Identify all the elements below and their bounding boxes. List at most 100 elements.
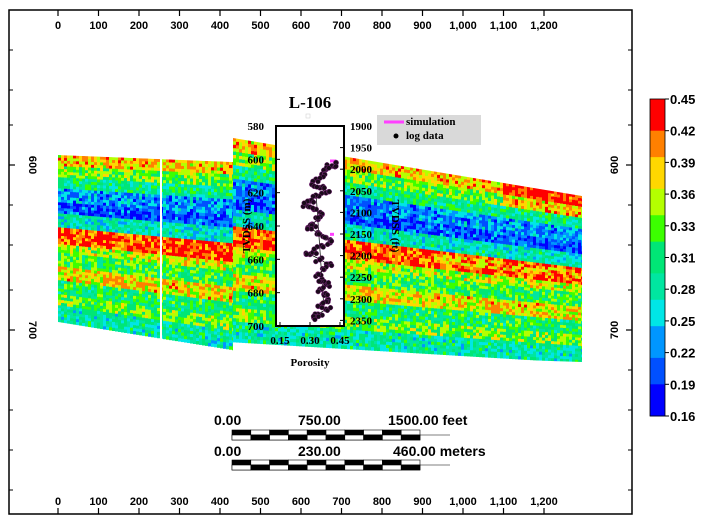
model-cell — [88, 281, 92, 285]
model-cell — [109, 188, 113, 193]
model-cell — [73, 228, 77, 232]
model-cell — [100, 156, 104, 160]
model-cell — [263, 303, 267, 308]
model-cell — [145, 217, 149, 221]
model-cell — [100, 193, 104, 198]
model-cell — [233, 138, 237, 142]
model-cell — [142, 249, 146, 254]
model-cell — [73, 214, 77, 218]
model-cell — [254, 302, 258, 307]
model-cell — [175, 241, 179, 245]
model-cell — [181, 287, 185, 291]
model-cell — [242, 169, 246, 174]
model-cell — [124, 172, 128, 176]
model-cell — [269, 340, 273, 345]
model-cell — [220, 232, 224, 237]
model-cell — [103, 220, 107, 224]
model-cell — [199, 270, 203, 275]
model-cell — [79, 297, 83, 301]
model-cell — [109, 301, 113, 305]
model-cell — [232, 237, 233, 241]
model-cell — [67, 194, 71, 198]
model-cell — [242, 271, 246, 276]
model-cell — [257, 205, 261, 210]
model-cell — [196, 285, 200, 290]
model-cell — [223, 261, 227, 265]
model-cell — [142, 308, 146, 313]
model-cell — [109, 208, 113, 213]
model-cell — [91, 275, 95, 280]
model-cell — [106, 254, 110, 259]
model-cell — [64, 180, 68, 184]
model-cell — [85, 221, 89, 225]
model-cell — [154, 218, 158, 222]
model-cell — [82, 260, 86, 264]
model-cell — [251, 295, 255, 300]
model-cell — [61, 227, 65, 231]
model-cell — [79, 268, 83, 273]
model-cell — [190, 160, 194, 164]
model-cell — [229, 299, 233, 303]
model-cell — [208, 327, 212, 331]
model-cell — [112, 226, 116, 230]
model-cell — [163, 198, 167, 202]
model-cell — [76, 158, 80, 162]
model-cell — [127, 198, 131, 202]
model-cell — [76, 240, 80, 244]
model-cell — [232, 315, 233, 319]
model-cell — [124, 297, 128, 301]
model-cell — [121, 174, 125, 179]
model-cell — [260, 300, 264, 304]
model-cell — [139, 281, 143, 286]
model-cell — [190, 190, 194, 195]
model-cell — [269, 290, 273, 295]
model-cell — [136, 293, 140, 297]
model-cell — [175, 328, 179, 333]
model-cell — [79, 282, 83, 287]
model-cell — [121, 265, 125, 269]
model-cell — [136, 187, 140, 191]
model-cell — [130, 254, 134, 258]
model-cell — [263, 230, 267, 234]
model-cell — [284, 341, 288, 346]
model-cell — [115, 232, 119, 236]
model-cell — [211, 235, 215, 239]
model-cell — [67, 315, 71, 319]
model-cell — [76, 245, 80, 250]
model-cell — [248, 238, 252, 243]
model-cell — [205, 197, 209, 202]
model-cell — [245, 332, 249, 337]
model-cell — [163, 210, 167, 214]
model-cell — [163, 183, 167, 187]
model-cell — [178, 292, 182, 297]
model-cell — [211, 164, 215, 168]
model-cell — [94, 247, 98, 252]
model-cell — [136, 175, 140, 180]
model-cell — [142, 323, 146, 327]
model-cell — [76, 248, 80, 252]
model-cell — [91, 287, 95, 291]
model-cell — [118, 253, 122, 257]
model-cell — [242, 173, 246, 178]
model-cell — [202, 169, 206, 174]
model-cell — [229, 196, 233, 200]
model-cell — [229, 205, 233, 210]
model-cell — [184, 299, 188, 304]
model-cell — [232, 318, 233, 323]
model-cell — [85, 272, 89, 276]
model-cell — [226, 323, 230, 328]
model-cell — [169, 309, 173, 314]
model-cell — [190, 166, 194, 170]
model-cell — [121, 259, 125, 263]
model-cell — [85, 229, 89, 234]
model-cell — [79, 229, 83, 233]
model-cell — [175, 226, 179, 230]
model-cell — [269, 180, 273, 185]
model-cell — [100, 285, 104, 289]
model-cell — [284, 331, 288, 336]
model-cell — [136, 164, 140, 168]
model-cell — [154, 331, 158, 335]
model-cell — [223, 307, 227, 312]
model-cell — [67, 273, 71, 277]
model-cell — [232, 212, 233, 216]
